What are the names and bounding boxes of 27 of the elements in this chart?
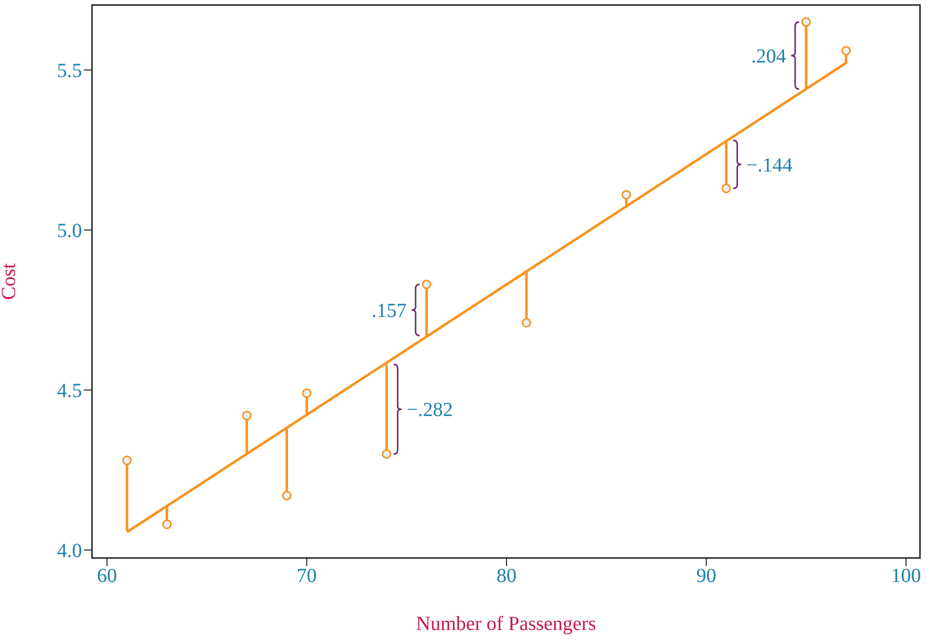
point <box>801 17 811 27</box>
point <box>162 520 172 530</box>
y-tick-label: 4.0 <box>57 540 82 562</box>
y-tick-label: 4.5 <box>57 380 82 402</box>
point <box>302 388 312 398</box>
x-tick-label: 60 <box>96 565 117 588</box>
point <box>422 280 432 290</box>
x-tick-label: 90 <box>696 565 716 588</box>
y-tick-label: 5.0 <box>57 220 82 242</box>
annotation: −.282 <box>406 399 453 422</box>
annotation: .157 <box>372 300 407 322</box>
point <box>242 410 252 420</box>
y-tick-label: 5.5 <box>57 60 82 82</box>
point <box>522 318 532 328</box>
y-axis-title: Cost <box>0 262 20 300</box>
point <box>841 46 851 56</box>
x-axis-title: Number of Passengers <box>416 613 596 635</box>
point <box>282 490 292 500</box>
point <box>382 449 392 459</box>
annotation: .204 <box>751 46 786 68</box>
annotation: −.144 <box>746 154 793 176</box>
point <box>721 184 731 194</box>
x-tick-label: 100 <box>891 565 922 588</box>
x-tick-label: 80 <box>496 565 516 588</box>
point <box>122 456 132 466</box>
x-tick-label: 70 <box>296 565 317 588</box>
point <box>622 190 632 200</box>
